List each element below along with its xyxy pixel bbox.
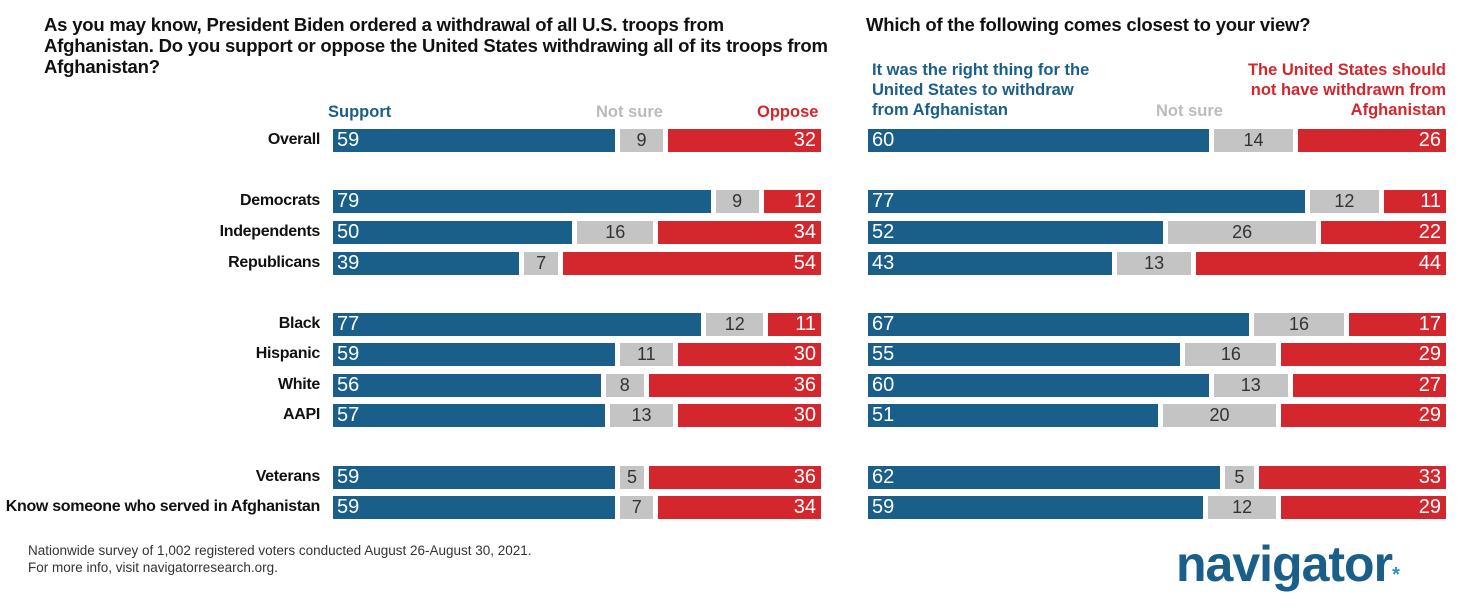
bar-s: 60	[868, 129, 1209, 152]
bar-n: 14	[1213, 129, 1294, 152]
bar-n: 5	[1225, 466, 1254, 489]
bar-o: 34	[658, 221, 821, 244]
category-label: Republicans	[228, 254, 320, 271]
bar-n: 9	[715, 190, 759, 213]
bar-n: 13	[1213, 374, 1288, 397]
asterisk-icon: *	[1392, 564, 1400, 586]
bar-n: 13	[610, 404, 673, 427]
bar-s: 52	[868, 221, 1164, 244]
bar-n: 13	[1117, 252, 1192, 275]
legend-support: Support	[328, 103, 392, 121]
left-question: As you may know, President Biden ordered…	[44, 14, 828, 77]
bar-n: 12	[1310, 190, 1379, 213]
bar-s: 59	[333, 343, 616, 366]
bar-n: 20	[1162, 404, 1277, 427]
category-label: Independents	[219, 223, 321, 240]
bar-s: 59	[868, 496, 1204, 519]
bar-o: 33	[1258, 466, 1446, 489]
bar-s: 39	[333, 252, 520, 275]
right-question: Which of the following comes closest to …	[866, 14, 1311, 35]
bar-o: 22	[1321, 221, 1446, 244]
bar-o: 34	[658, 496, 821, 519]
bar-n: 12	[1208, 496, 1277, 519]
bar-s: 59	[333, 496, 616, 519]
bar-s: 56	[333, 374, 601, 397]
bar-n: 26	[1168, 221, 1317, 244]
bar-o: 54	[562, 252, 821, 275]
bar-s: 60	[868, 374, 1209, 397]
bar-s: 57	[333, 404, 606, 427]
bar-s: 79	[333, 190, 711, 213]
category-label: Black	[278, 315, 321, 332]
bar-s: 62	[868, 466, 1221, 489]
bar-n: 11	[620, 343, 673, 366]
bar-o: 44	[1196, 252, 1446, 275]
bar-o: 29	[1281, 496, 1446, 519]
bar-o: 29	[1281, 343, 1446, 366]
legend-notsure-left: Not sure	[596, 103, 663, 121]
bar-o: 12	[763, 190, 821, 213]
bar-n: 12	[706, 313, 764, 336]
category-label: Democrats	[239, 192, 320, 209]
category-label: Hispanic	[255, 345, 321, 362]
footer: Nationwide survey of 1,002 registered vo…	[28, 542, 532, 576]
bar-o: 30	[677, 343, 821, 366]
bar-n: 9	[620, 129, 664, 152]
bar-s: 55	[868, 343, 1181, 366]
bar-s: 43	[868, 252, 1113, 275]
bar-s: 59	[333, 129, 616, 152]
bar-o: 30	[677, 404, 821, 427]
legend-right-thing: It was the right thing for the United St…	[872, 61, 1090, 119]
footer-line1: Nationwide survey of 1,002 registered vo…	[28, 543, 532, 558]
bar-s: 50	[333, 221, 572, 244]
legend-notsure-right: Not sure	[1156, 102, 1223, 120]
bar-n: 7	[620, 496, 654, 519]
category-label: Veterans	[255, 468, 321, 485]
bar-s: 67	[868, 313, 1249, 336]
category-label: White	[277, 376, 320, 393]
logo-text: navigator	[1176, 536, 1393, 592]
bar-n: 7	[524, 252, 558, 275]
bar-n: 16	[577, 221, 654, 244]
bar-o: 11	[1383, 190, 1446, 213]
category-label: Overall	[267, 131, 320, 148]
bar-n: 16	[1253, 313, 1345, 336]
bar-s: 77	[333, 313, 702, 336]
bar-o: 32	[668, 129, 821, 152]
navigator-logo: navigator*	[1176, 535, 1400, 593]
bar-o: 11	[768, 313, 821, 336]
bar-o: 26	[1298, 129, 1446, 152]
bar-s: 51	[868, 404, 1158, 427]
legend-should-not: The United States should not have withdr…	[1247, 61, 1446, 119]
bar-n: 5	[620, 466, 644, 489]
category-label: AAPI	[282, 406, 320, 423]
bar-o: 29	[1281, 404, 1446, 427]
bar-o: 36	[648, 466, 821, 489]
legend-oppose: Oppose	[757, 103, 819, 121]
bar-s: 59	[333, 466, 616, 489]
bar-n: 16	[1185, 343, 1277, 366]
bar-o: 17	[1349, 313, 1446, 336]
bar-n: 8	[605, 374, 644, 397]
bar-s: 77	[868, 190, 1306, 213]
bar-o: 36	[648, 374, 821, 397]
footer-line2: For more info, visit navigatorresearch.o…	[28, 560, 278, 575]
bar-o: 27	[1292, 374, 1446, 397]
category-label: Know someone who served in Afghanistan	[5, 498, 321, 515]
